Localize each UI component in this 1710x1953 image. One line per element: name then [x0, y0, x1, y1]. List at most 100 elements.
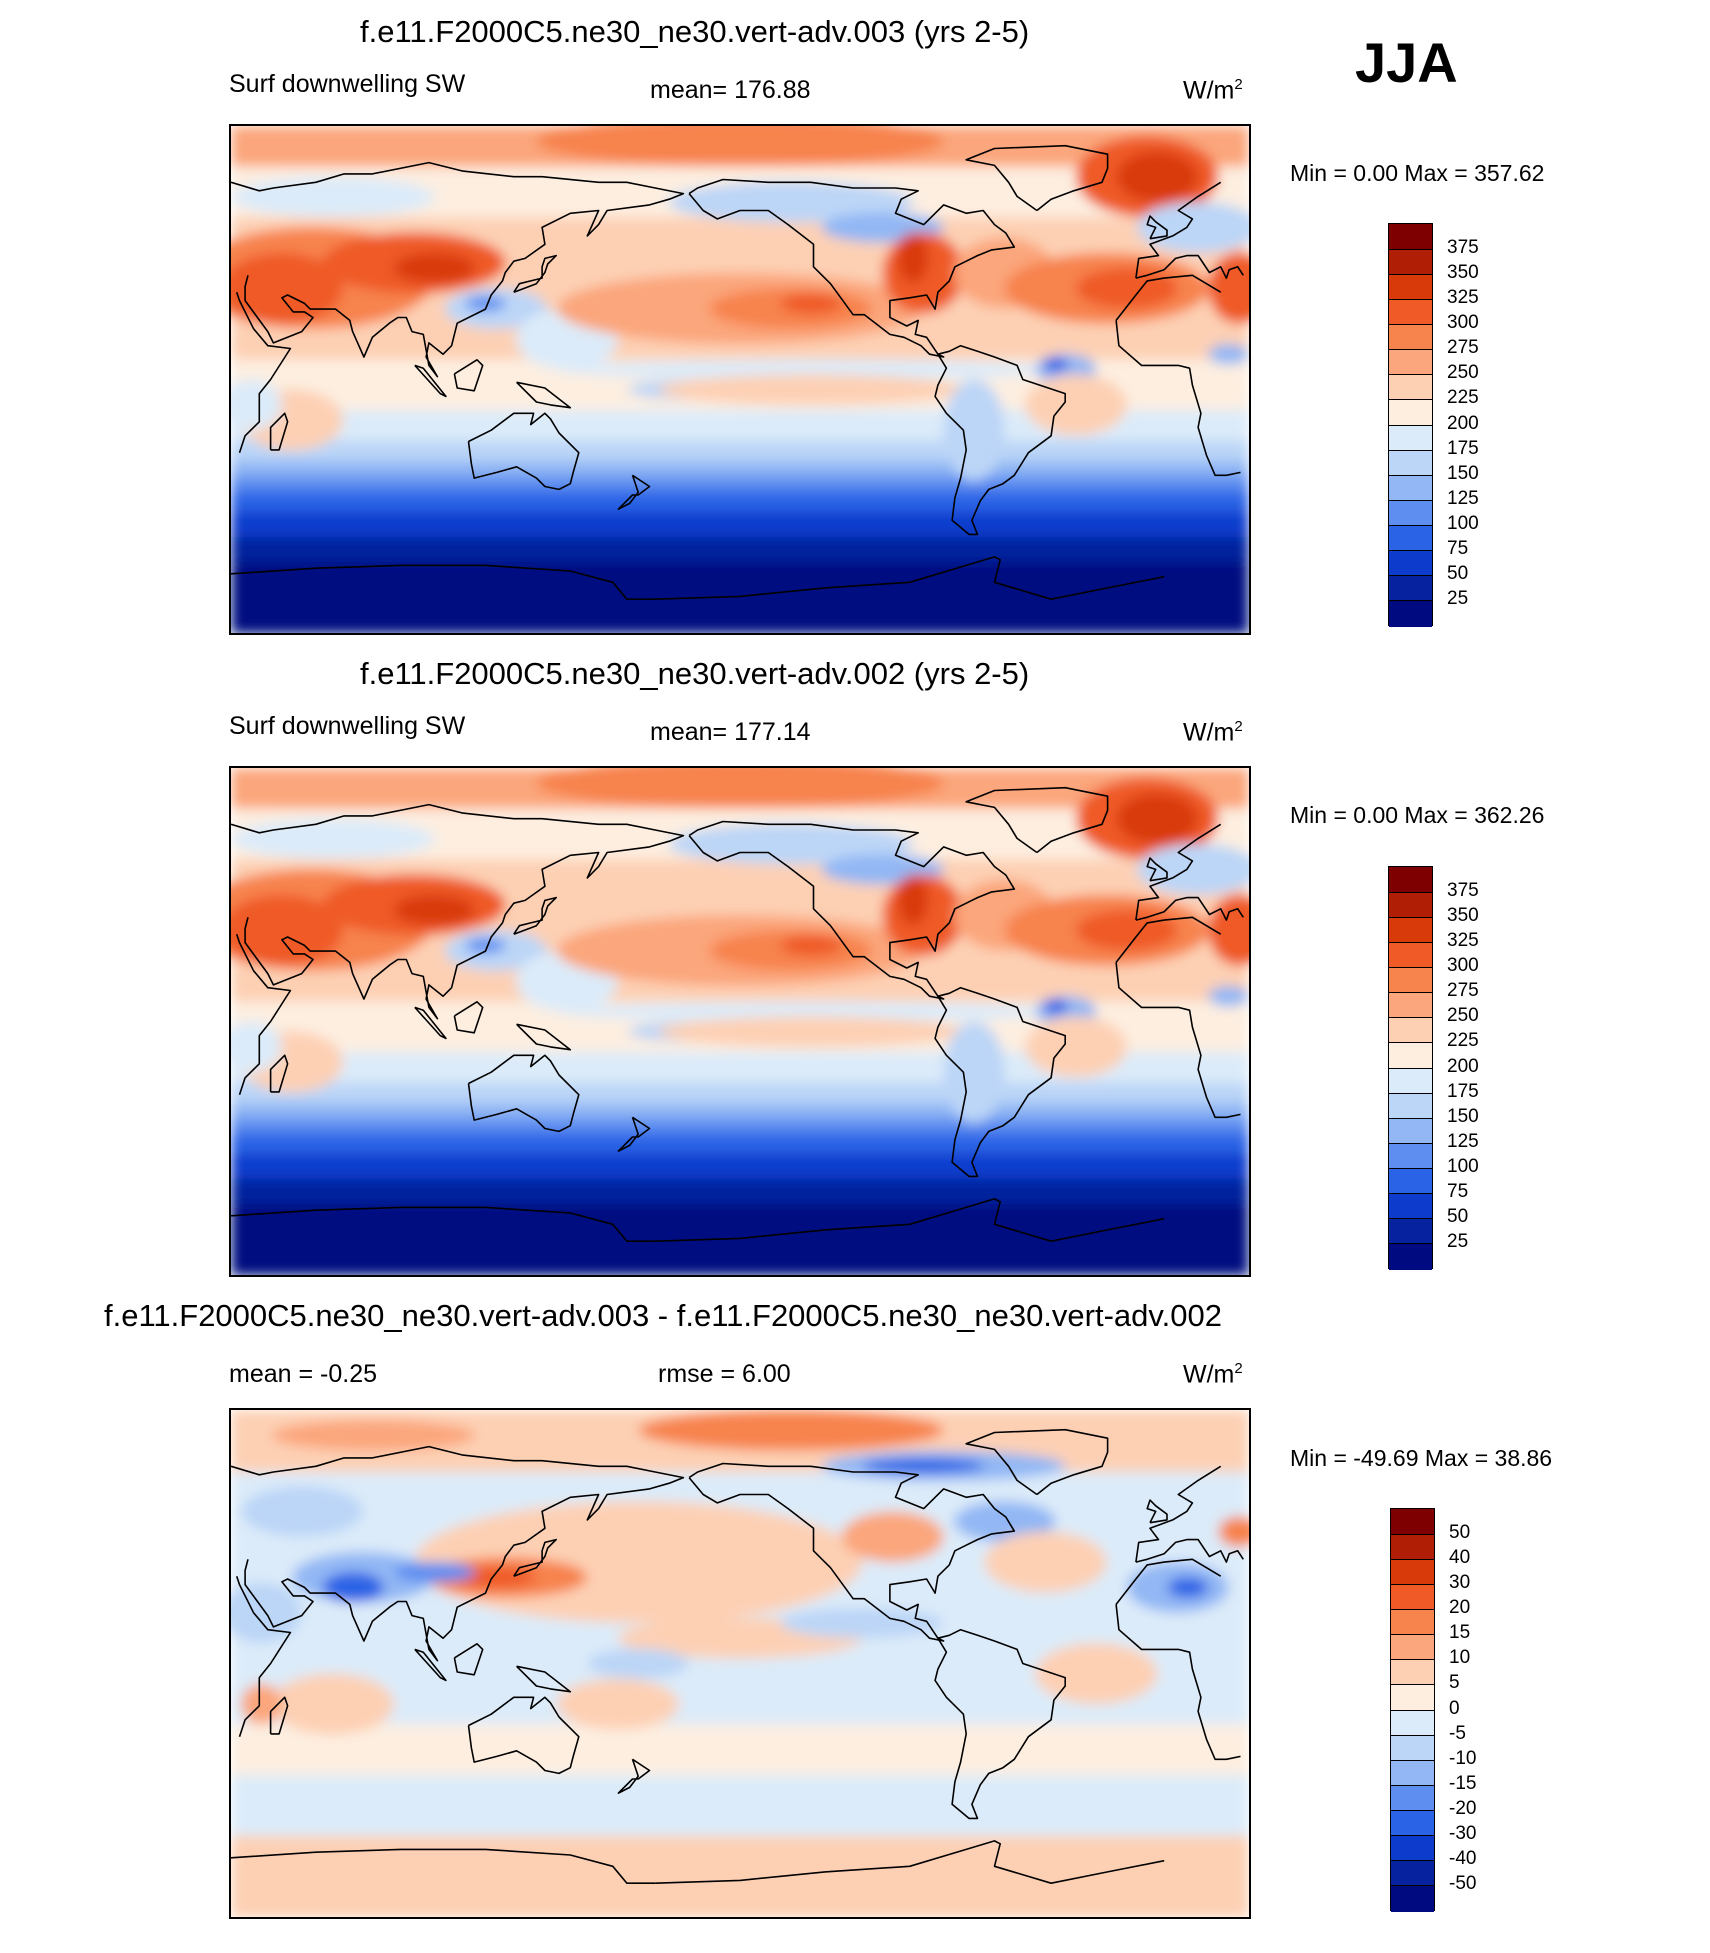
- panel-3-mean-label: mean = -0.25: [229, 1360, 378, 1388]
- coastline: [235, 1575, 292, 1737]
- colorbar-segment: [1389, 499, 1432, 527]
- coastline: [467, 1696, 580, 1775]
- colorbar-segment: [1391, 1559, 1434, 1586]
- colorbar-segment: [1391, 1859, 1434, 1887]
- field-contour-region: [1208, 344, 1249, 365]
- colorbar-tick-label: 250: [1447, 1005, 1479, 1027]
- colorbar-tick-label: -15: [1449, 1772, 1477, 1794]
- field-contour-region: [231, 1021, 282, 1073]
- coastline: [1135, 1465, 1222, 1563]
- coastline: [965, 786, 1109, 854]
- field-contour-region: [536, 768, 944, 809]
- field-contour-region: [658, 374, 964, 405]
- colorbar-segment: [1391, 1609, 1434, 1636]
- coastline: [688, 820, 1016, 1000]
- colorbar-tick-label: 5: [1449, 1672, 1460, 1694]
- coastline: [231, 1445, 685, 1662]
- field-contour-region: [1137, 202, 1249, 253]
- field-contour-region: [780, 293, 842, 314]
- field-latitude-band: [231, 491, 1249, 513]
- colorbar-tick-label: 150: [1447, 1105, 1479, 1127]
- colorbar-segment: [1389, 249, 1432, 276]
- map-field: [231, 768, 1249, 1275]
- coastline: [965, 1428, 1109, 1496]
- colorbar-segment: [1389, 549, 1432, 577]
- field-contour-region: [1043, 356, 1068, 372]
- panel-2-units-text: W/m: [1183, 718, 1235, 747]
- colorbar-tick-label: -50: [1449, 1872, 1477, 1894]
- field-contour-region: [897, 874, 929, 926]
- colorbar-tick-label: 15: [1449, 1622, 1471, 1644]
- field-contour-region: [1035, 1643, 1158, 1705]
- colorbar-tick-label: 200: [1447, 1055, 1479, 1077]
- colorbar-tick-label: 300: [1447, 955, 1479, 977]
- colorbar-segment: [1389, 1167, 1432, 1195]
- panel-3-rmse-label: rmse = 6.00: [658, 1360, 791, 1388]
- colorbar-tick-label: 25: [1447, 1230, 1469, 1252]
- coastline: [617, 1116, 651, 1152]
- field-contour-region: [1137, 844, 1249, 895]
- field-contour-region: [465, 295, 506, 312]
- coastline: [516, 381, 572, 409]
- panel-3-units: W/m2: [1183, 1360, 1243, 1389]
- map-field: [231, 126, 1249, 633]
- coastline: [1146, 1499, 1168, 1524]
- panel-1-units: W/m2: [1183, 76, 1243, 105]
- colorbar-segment: [1389, 224, 1432, 250]
- coastline: [934, 344, 1067, 536]
- panel-2-minmax: Min = 0.00 Max = 362.26: [1290, 802, 1545, 828]
- colorbar-segment: [1391, 1734, 1434, 1762]
- panel-1-map: [229, 124, 1251, 635]
- field-contour-region: [1075, 909, 1178, 951]
- panel-3-units-text: W/m: [1183, 1360, 1235, 1389]
- panel-1-units-exponent: 2: [1234, 76, 1243, 93]
- colorbar-tick-label: 225: [1447, 387, 1479, 409]
- colorbar-segment: [1389, 1067, 1432, 1095]
- field-contour-region: [897, 232, 929, 284]
- panel-1-colorbar: [1388, 223, 1433, 627]
- colorbar-segment: [1391, 1684, 1434, 1711]
- field-contour-region: [780, 1607, 944, 1639]
- field-contour-region: [231, 252, 343, 324]
- coastline: [467, 412, 580, 491]
- colorbar-segment: [1389, 1242, 1432, 1270]
- coastline: [1146, 215, 1168, 240]
- field-contour-region: [1025, 1016, 1127, 1078]
- coastline: [934, 1628, 1067, 1820]
- colorbar-tick-label: 75: [1447, 537, 1469, 559]
- field-contour-region: [1075, 267, 1178, 309]
- field-contour-region: [556, 1001, 1066, 1022]
- colorbar-segment: [1391, 1584, 1434, 1611]
- colorbar-tick-label: 100: [1447, 1155, 1479, 1177]
- colorbar-segment: [1389, 474, 1432, 502]
- field-contour-region: [658, 1016, 964, 1047]
- field-latitude-band: [231, 1153, 1249, 1180]
- colorbar-segment: [1389, 399, 1432, 426]
- field-latitude-band: [231, 511, 1249, 538]
- field-latitude-band: [231, 536, 1249, 564]
- field-contour-region: [322, 1572, 384, 1603]
- field-contour-region: [943, 1021, 1005, 1123]
- colorbar-segment: [1391, 1709, 1434, 1737]
- field-contour-region: [1208, 252, 1249, 324]
- field-contour-region: [231, 894, 343, 966]
- panel-2-title: f.e11.F2000C5.ne30_ne30.vert-adv.002 (yr…: [360, 656, 1030, 691]
- colorbar-tick-label: 150: [1447, 462, 1479, 484]
- panel-3-minmax: Min = -49.69 Max = 38.86: [1290, 1445, 1553, 1471]
- field-contour-region: [231, 818, 435, 860]
- field-contour-region: [1208, 894, 1249, 966]
- colorbar-segment: [1391, 1884, 1434, 1912]
- field-contour-region: [231, 176, 435, 218]
- colorbar-tick-label: 300: [1447, 312, 1479, 334]
- coastline: [1115, 916, 1222, 963]
- colorbar-segment: [1389, 992, 1432, 1019]
- colorbar-tick-label: 350: [1447, 905, 1479, 927]
- colorbar-tick-label: 375: [1447, 237, 1479, 259]
- field-contour-region: [1167, 1577, 1209, 1598]
- coastline: [231, 564, 656, 601]
- field-contour-region: [271, 1673, 394, 1735]
- field-contour-region: [536, 126, 944, 167]
- field-contour-region: [556, 359, 1066, 380]
- coastline: [414, 1006, 447, 1040]
- field-contour-region: [556, 1678, 679, 1730]
